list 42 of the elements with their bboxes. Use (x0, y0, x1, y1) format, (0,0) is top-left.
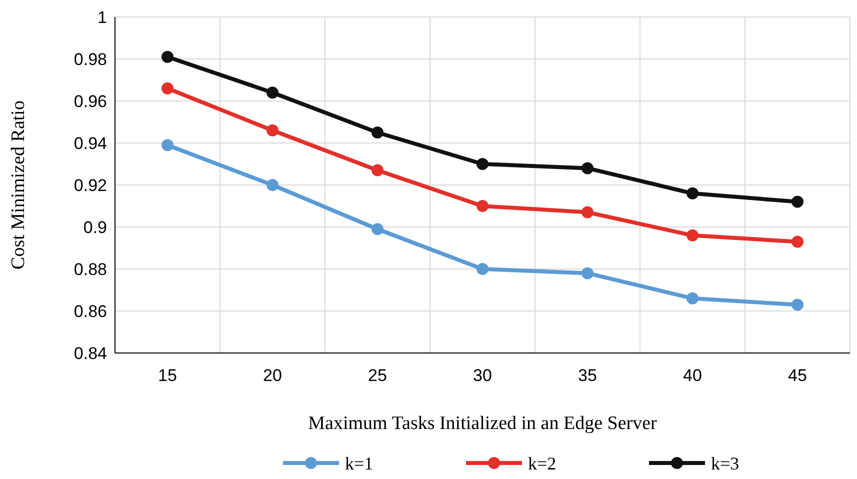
y-tick-label: 0.96 (74, 92, 107, 111)
y-tick-label: 0.9 (83, 218, 107, 237)
point (686, 187, 698, 200)
point (266, 179, 278, 191)
x-tick-label: 35 (578, 366, 597, 385)
x-tick-label: 45 (788, 366, 807, 385)
point (582, 206, 594, 218)
point (792, 298, 804, 311)
point (372, 126, 384, 138)
x-tick-label: 15 (158, 366, 177, 385)
point (582, 267, 594, 280)
point (162, 50, 174, 63)
point (792, 236, 804, 248)
point (372, 223, 384, 236)
legend-label: k=2 (528, 453, 556, 474)
y-tick-label: 0.86 (74, 302, 107, 321)
point (686, 229, 698, 242)
point (476, 263, 488, 275)
y-tick-label: 1 (98, 8, 107, 27)
point (266, 124, 278, 136)
y-tick-label: 0.92 (74, 176, 107, 195)
y-axis-title: Cost Minimized Ratio (8, 100, 29, 270)
point (266, 86, 278, 99)
y-tick-label: 0.84 (74, 344, 107, 363)
point (162, 82, 174, 94)
point (162, 139, 174, 152)
point (582, 162, 594, 174)
y-tick-label: 0.88 (74, 260, 107, 279)
x-axis-title: Maximum Tasks Initialized in an Edge Server (308, 413, 658, 434)
point (686, 292, 698, 304)
y-tick-label: 0.98 (74, 50, 107, 69)
x-tick-label: 40 (683, 366, 702, 385)
point (476, 158, 488, 170)
point (372, 164, 384, 176)
x-tick-label: 30 (473, 366, 492, 385)
x-tick-label: 25 (368, 366, 387, 385)
point (476, 200, 488, 212)
point (792, 196, 804, 208)
y-tick-label: 0.94 (74, 134, 107, 153)
legend-label: k=3 (711, 453, 740, 474)
legend-label: k=1 (345, 453, 374, 474)
x-tick-label: 20 (263, 366, 282, 385)
